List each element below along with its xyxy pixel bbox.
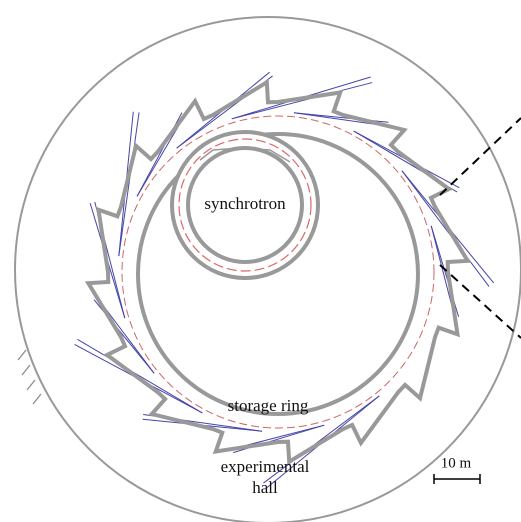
hall-label: hall — [252, 478, 278, 497]
hall-label: experimental — [221, 457, 310, 476]
dashed-boundary — [440, 118, 521, 195]
beamline — [119, 112, 139, 256]
scale-label: 10 m — [441, 455, 472, 471]
facility-diagram: synchrotron storage ring experimental ha… — [0, 0, 521, 522]
scale-bar — [434, 474, 480, 484]
hatching — [18, 350, 41, 404]
synchrotron-label: synchrotron — [204, 194, 286, 213]
storage-ring-label: storage ring — [228, 396, 309, 415]
